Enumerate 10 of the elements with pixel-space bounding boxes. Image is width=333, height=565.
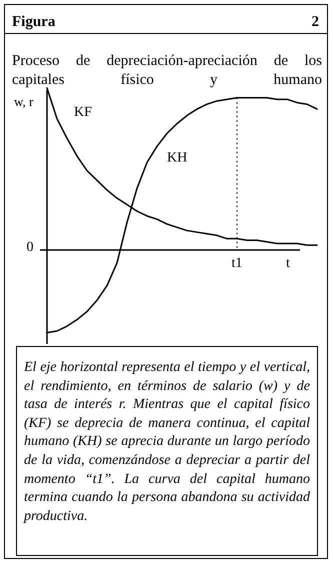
text: El eje horizontal representa el tiempo y el vertical, el rendimiento, en términos de salario (w) y de tasa de interés r. Mientras que el capital físico (KF) se deprecia de manera continua, el capital humano (KH) se aprecia durante un largo período de la vida, comenzándose a depreciar a partir del momento “t1”. La curva del capital humano termina cuando la persona abandona su actividad productiva.: [24, 360, 310, 524]
chart-subtitle: Proceso de depreciación-apreciación de los capitales físico y humano: [12, 52, 322, 90]
text: 0: [26, 240, 34, 255]
series-label: KF: [74, 105, 92, 120]
x-axis-title: t: [286, 256, 290, 271]
y-axis-title: w, r: [14, 94, 34, 109]
text: 2: [312, 14, 319, 31]
annotation: t1: [232, 256, 242, 271]
chart-title: Figura: [12, 14, 56, 31]
series-label: KH: [167, 150, 188, 166]
